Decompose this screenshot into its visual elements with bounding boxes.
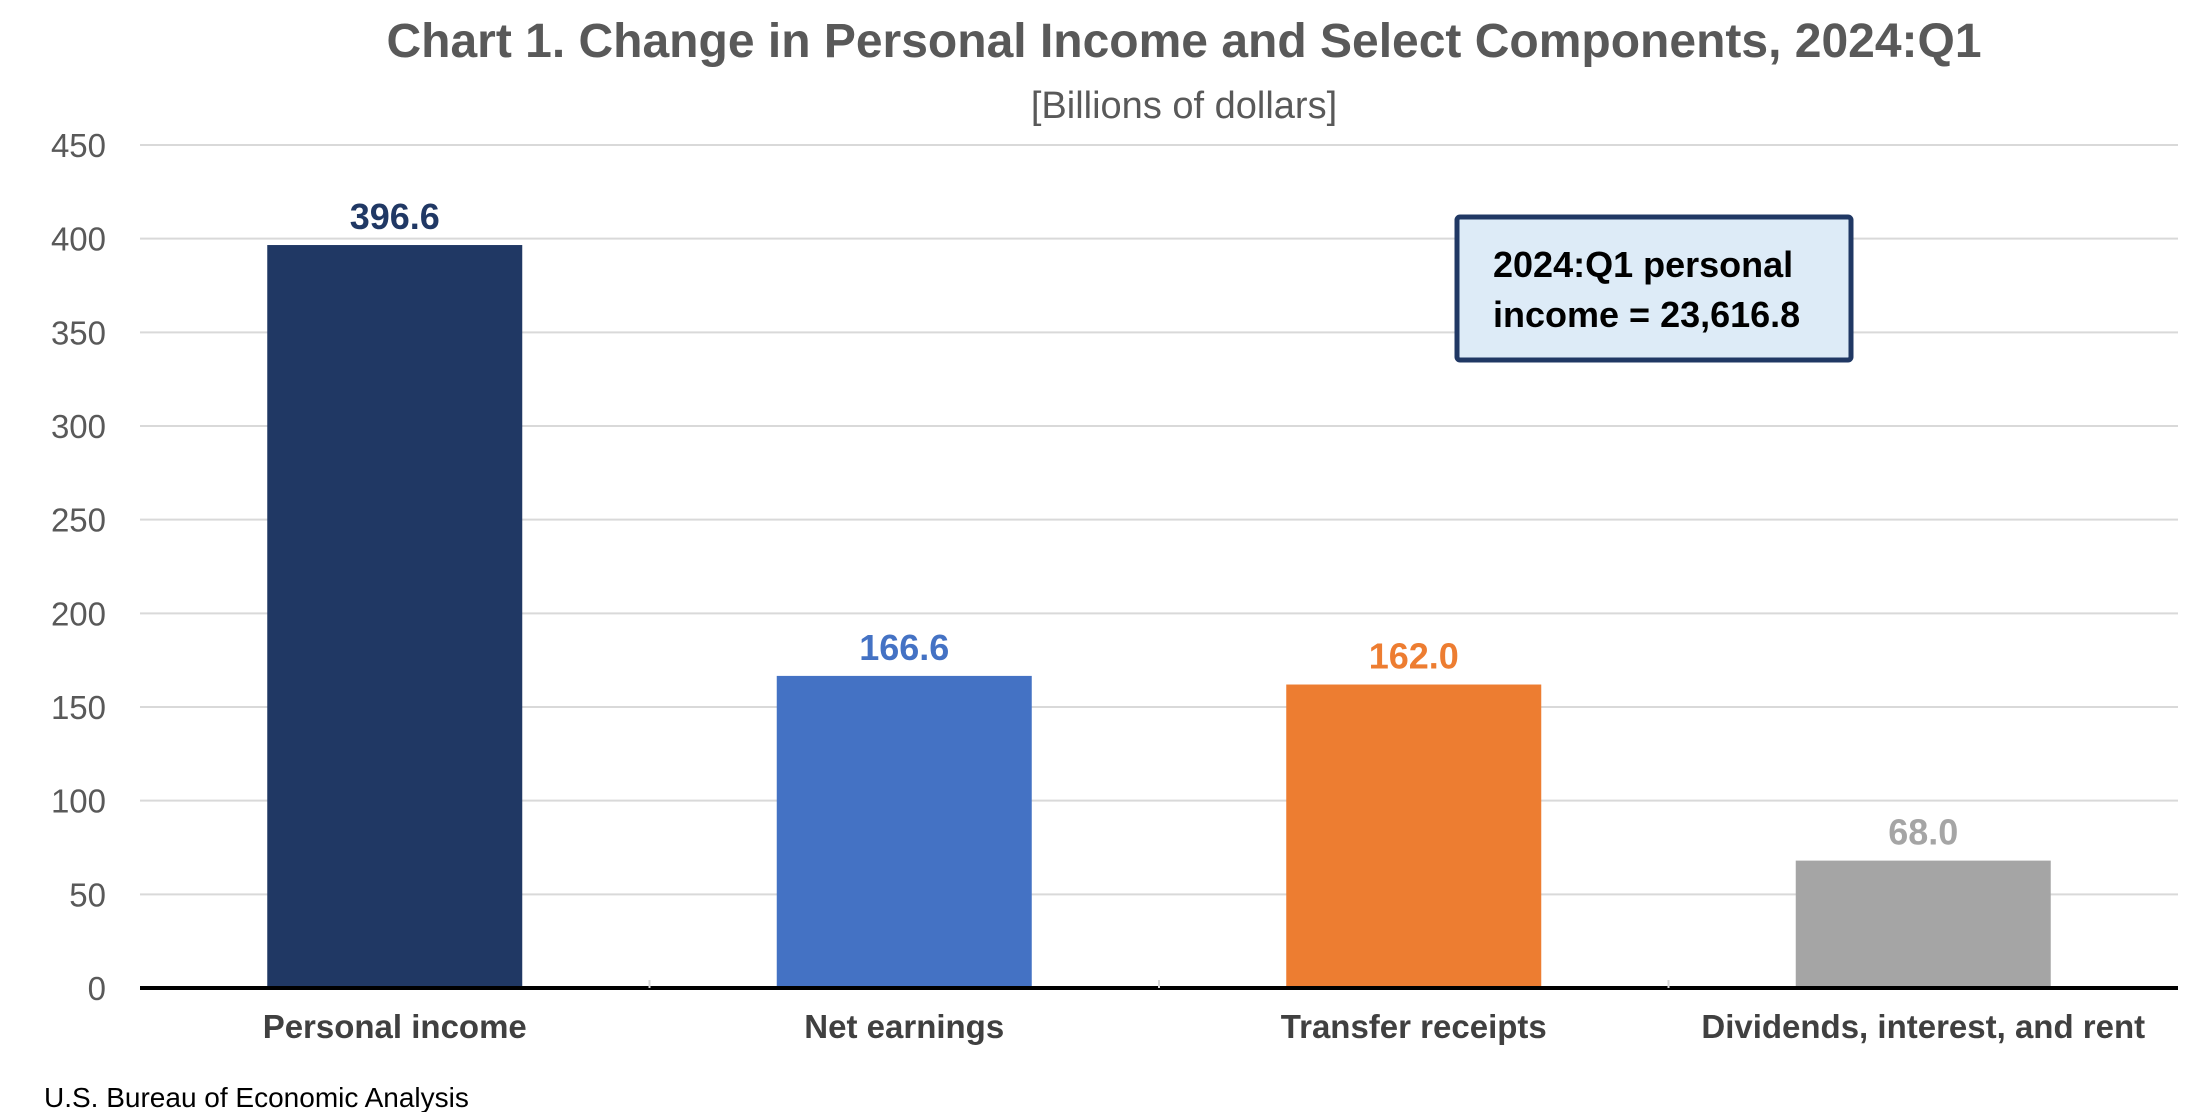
x-axis-labels: Personal income Net earnings Transfer rece… [263, 1008, 2145, 1045]
y-tick-label: 150 [51, 689, 106, 726]
data-label: 162.0 [1369, 636, 1459, 677]
bar [776, 675, 1032, 988]
bars [267, 245, 2051, 988]
annotation-frame [1454, 214, 1854, 363]
bar [267, 245, 523, 988]
annotation-box: 2024:Q1 personal income = 23,616.8 [1454, 214, 1854, 363]
y-tick-label: 300 [51, 408, 106, 445]
bar [1286, 684, 1542, 988]
data-label: 396.6 [350, 196, 440, 237]
x-axis [140, 980, 2178, 990]
data-label: 166.6 [859, 627, 949, 668]
chart-title: Chart 1. Change in Personal Income and S… [386, 15, 1981, 68]
x-tick-label: Net earnings [804, 1008, 1004, 1045]
annotation-line-1: 2024:Q1 personal [1493, 244, 1793, 285]
y-tick-label: 200 [51, 595, 106, 632]
annotation-line-2: income = 23,616.8 [1493, 294, 1800, 335]
y-tick-label: 0 [88, 970, 106, 1007]
source-note: U.S. Bureau of Economic Analysis [44, 1082, 469, 1112]
y-tick-label: 450 [51, 127, 106, 164]
data-label: 68.0 [1888, 812, 1958, 853]
y-tick-label: 250 [51, 502, 106, 539]
y-axis-ticks: 0 50 100 150 200 250 300 350 400 450 [51, 127, 106, 1007]
bar [1795, 860, 2051, 988]
x-tick-label: Transfer receipts [1281, 1008, 1547, 1045]
y-tick-label: 350 [51, 314, 106, 351]
x-tick-label: Personal income [263, 1008, 527, 1045]
y-tick-label: 400 [51, 221, 106, 258]
chart-subtitle: [Billions of dollars] [1031, 85, 1337, 127]
y-tick-label: 100 [51, 783, 106, 820]
x-tick-label: Dividends, interest, and rent [1701, 1008, 2145, 1045]
data-labels: 396.6 166.6 162.0 68.0 [350, 196, 1959, 853]
y-tick-label: 50 [69, 876, 106, 913]
